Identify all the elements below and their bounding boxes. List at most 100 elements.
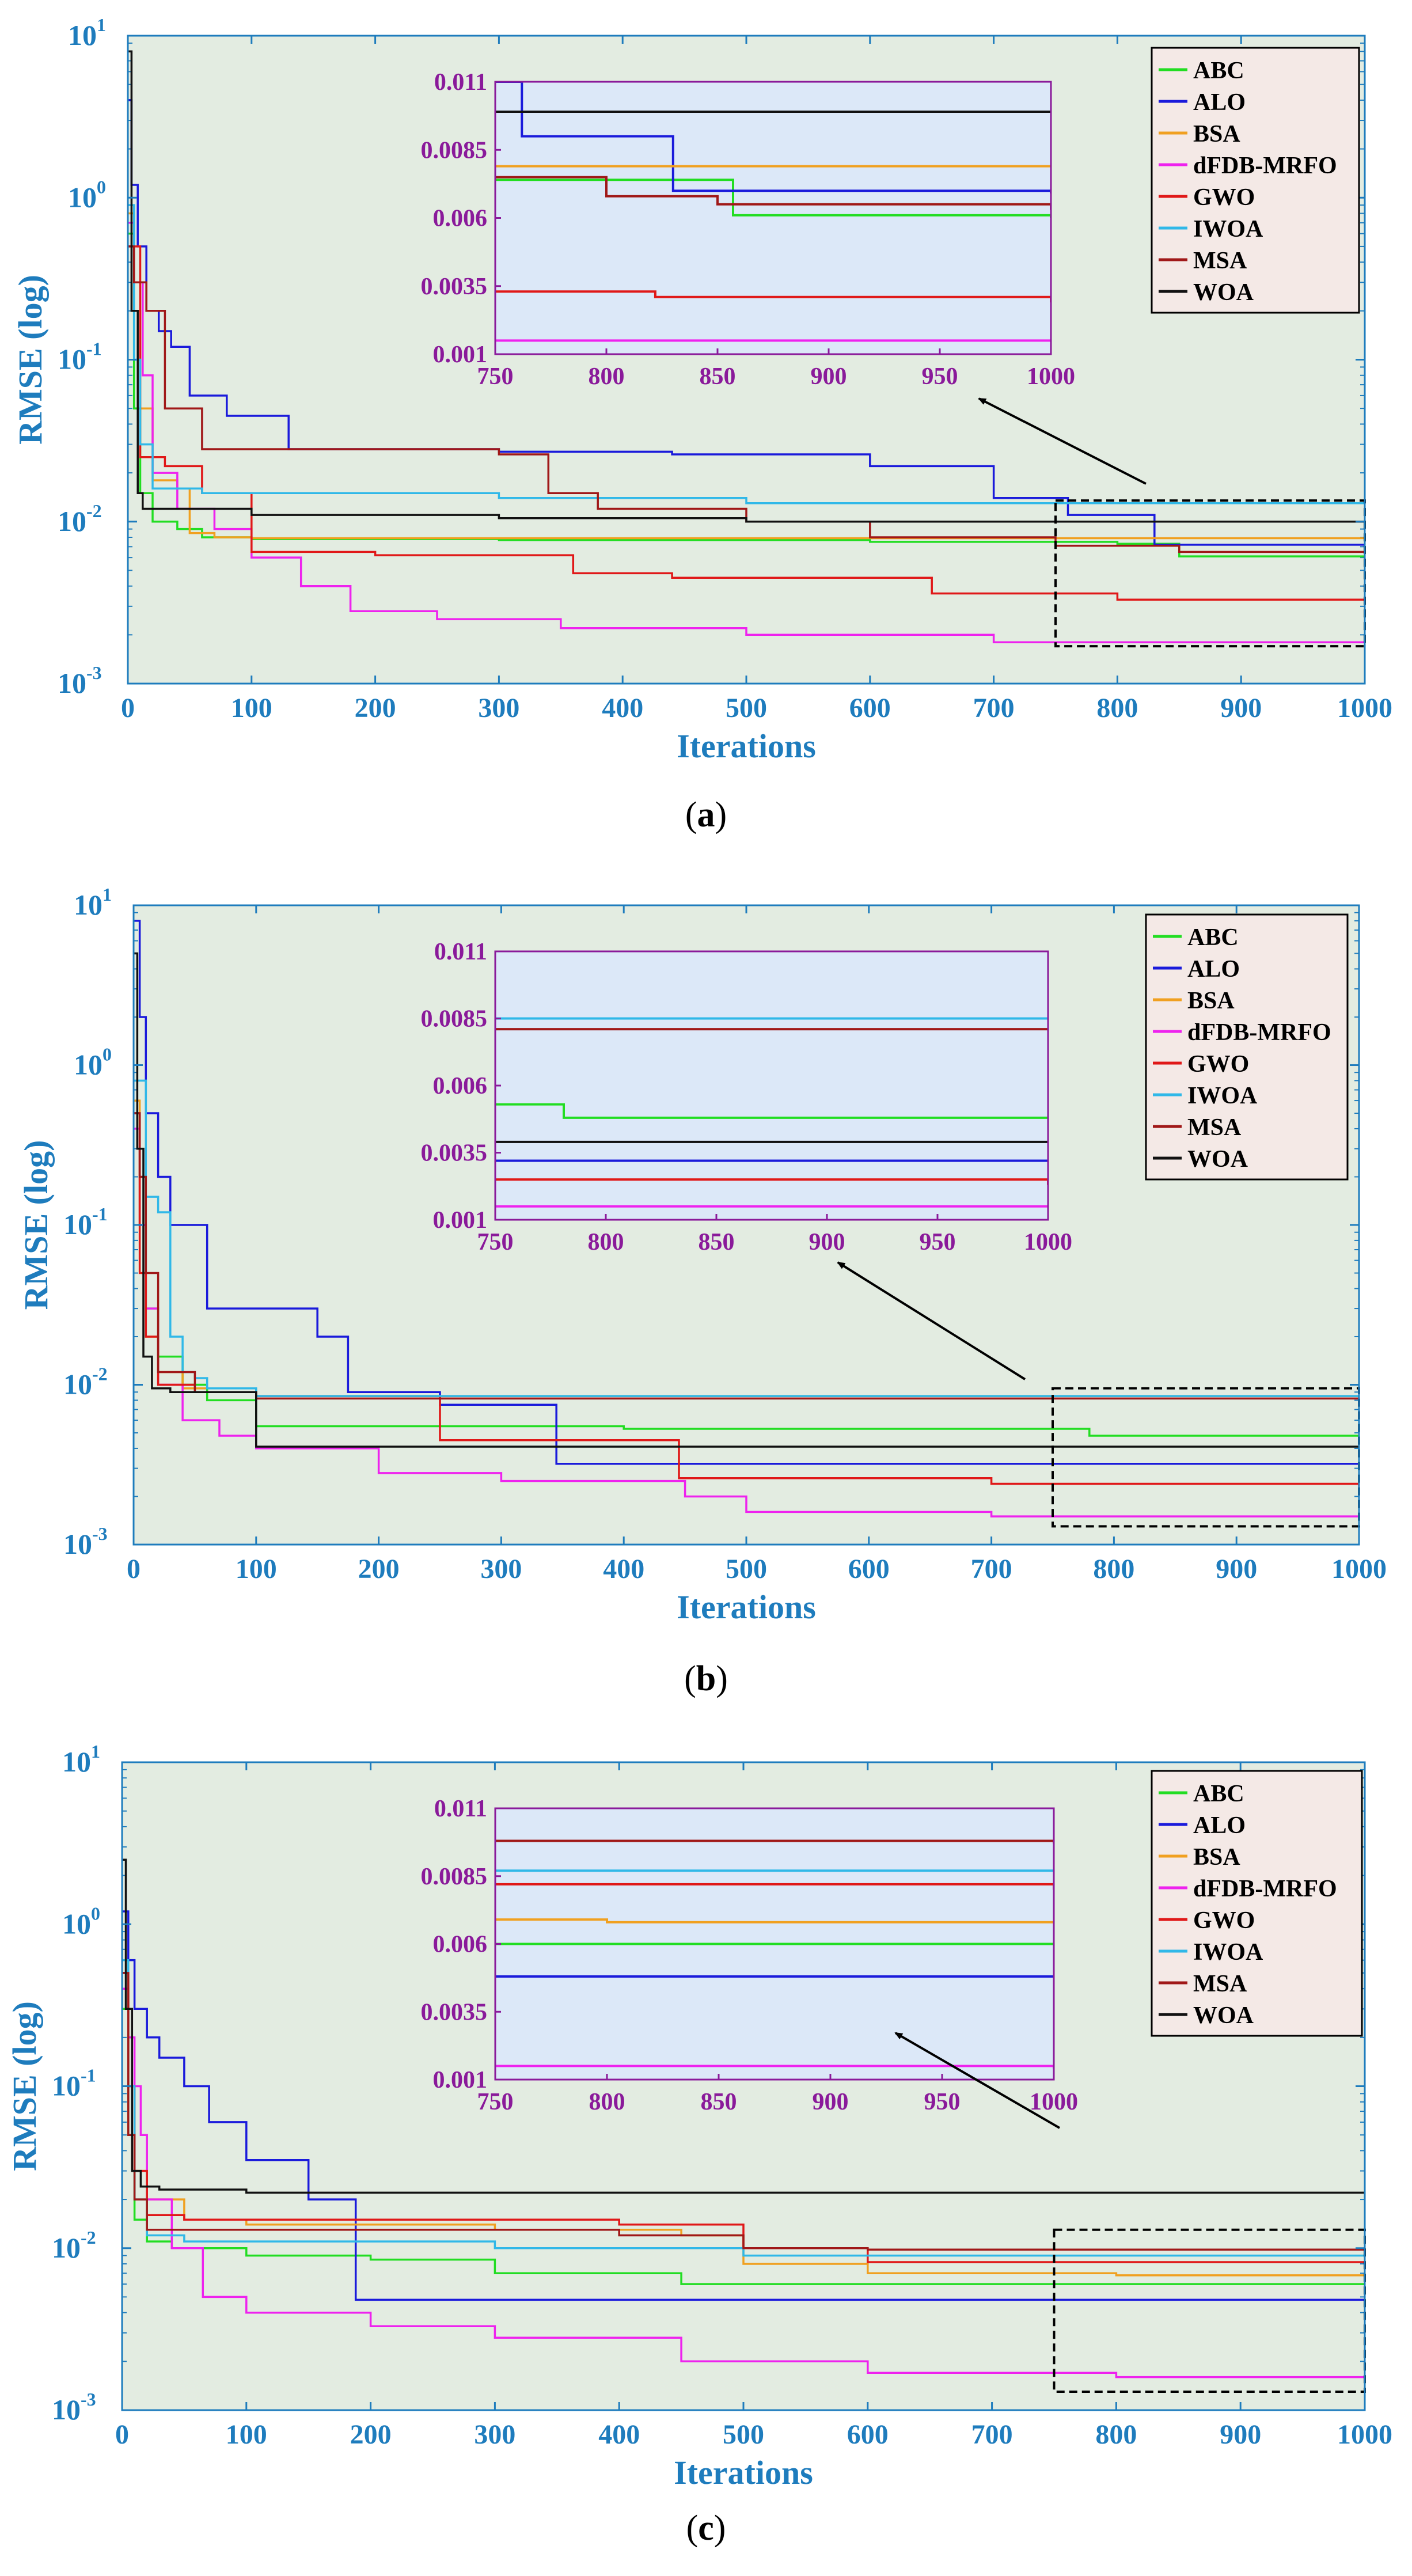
x-tick-label: 900 — [1220, 2419, 1261, 2450]
y-tick-exponent: -2 — [92, 1364, 108, 1384]
inset-plot-area — [495, 82, 1051, 354]
inset-y-tick-label: 0.006 — [433, 206, 488, 232]
y-tick-exponent: -1 — [81, 2065, 96, 2086]
y-tick-label: 10-3 — [52, 2389, 96, 2426]
legend-label-BSA: BSA — [1193, 121, 1240, 147]
x-tick-label: 800 — [1093, 1554, 1134, 1584]
inset-x-tick-label: 750 — [477, 1229, 514, 1255]
inset-plot-area — [495, 951, 1048, 1220]
x-tick-label: 0 — [121, 693, 135, 723]
series-line-WOA — [128, 50, 1365, 523]
inset-series-line-GWO — [495, 1883, 1054, 1890]
inset-x-tick-label: 900 — [811, 363, 847, 390]
y-tick-base: 10 — [62, 1907, 91, 1940]
inset-x-tick-label: 1000 — [1027, 363, 1075, 390]
y-tick-label: 101 — [62, 1741, 100, 1778]
legend-label-WOA: WOA — [1187, 1146, 1248, 1173]
y-tick-exponent: 1 — [97, 14, 106, 35]
inset-series-line-MSA — [495, 176, 1051, 210]
inset-y-tick-label: 0.001 — [433, 2067, 488, 2093]
y-axis-label: RMSE (log) — [17, 1140, 55, 1310]
legend: ABC ALO BSA dFDB-MRFO GWO IWOA MSA WOA — [1151, 1770, 1363, 2037]
inset-series-line-ALO — [495, 82, 1051, 194]
inset-x-tick-label: 950 — [920, 1229, 956, 1255]
y-tick-exponent: 0 — [97, 176, 106, 197]
inset-x-tick-label: 850 — [699, 1229, 735, 1255]
x-tick-label: 300 — [474, 2419, 515, 2450]
x-tick-label: 600 — [849, 693, 891, 723]
series-line-WOA — [122, 1858, 1365, 2194]
legend-label-GWO: GWO — [1193, 1907, 1255, 1934]
x-tick-label: 400 — [603, 1554, 644, 1584]
y-tick-label: 101 — [68, 14, 106, 51]
y-tick-label: 10-2 — [63, 1364, 108, 1401]
x-tick-label: 300 — [480, 1554, 522, 1584]
y-tick-base: 10 — [52, 2232, 81, 2264]
x-tick-label: 1000 — [1337, 693, 1392, 723]
y-tick-exponent: -1 — [86, 339, 102, 359]
panel-label: (b) — [684, 1659, 728, 1698]
y-tick-base: 10 — [58, 505, 86, 537]
x-tick-label: 400 — [598, 2419, 640, 2450]
legend-label-IWOA: IWOA — [1193, 1939, 1263, 1966]
x-tick-label: 1000 — [1337, 2419, 1392, 2450]
inset-series-line-MSA — [495, 1839, 1054, 1844]
x-tick-label: 100 — [226, 2419, 267, 2450]
inset-x-tick-label: 750 — [477, 363, 514, 390]
inset-series-group — [495, 1017, 1048, 1208]
inset-y-tick-label: 0.001 — [433, 1207, 488, 1234]
y-tick-label: 100 — [68, 176, 106, 213]
x-tick-label: 500 — [726, 1554, 767, 1584]
x-tick-label: 200 — [350, 2419, 392, 2450]
series-line-WOA — [134, 952, 1359, 1448]
y-tick-exponent: 1 — [91, 1741, 100, 1762]
inset-y-tick-label: 0.0035 — [421, 1140, 488, 1167]
zoom-arrow — [894, 2032, 1061, 2129]
inset-x-tick-label: 900 — [809, 1229, 845, 1255]
y-tick-base: 10 — [62, 1746, 91, 1778]
legend-label-ABC: ABC — [1193, 58, 1244, 84]
x-tick-label: 600 — [847, 2419, 889, 2450]
panel-label-close: ) — [714, 2509, 726, 2548]
x-tick-label: 800 — [1096, 693, 1138, 723]
legend-box — [1151, 1770, 1363, 2037]
y-tick-base: 10 — [58, 667, 86, 699]
inset-chart: 750 800 850 900 950 1000 0.011 0.0085 0.006 0.003… — [421, 939, 1073, 1255]
inset-y-tick-label: 0.0085 — [421, 1864, 488, 1890]
inset-x-tick-label: 1000 — [1024, 1229, 1072, 1255]
y-tick-exponent: -3 — [86, 662, 102, 683]
inset-series-line-BSA — [495, 1918, 1054, 1924]
x-tick-label: 300 — [478, 693, 519, 723]
x-axis-label: Iterations — [677, 727, 816, 765]
legend-label-MSA: MSA — [1193, 1971, 1247, 1997]
y-tick-exponent: -3 — [92, 1523, 108, 1544]
x-tick-label: 0 — [127, 1554, 141, 1584]
y-tick-exponent: -3 — [81, 2389, 96, 2410]
inset-y-tick-label: 0.011 — [434, 939, 487, 965]
y-tick-label: 100 — [74, 1044, 112, 1081]
x-tick-label: 500 — [726, 693, 767, 723]
panel-label-close: ) — [716, 1659, 728, 1698]
series-group — [134, 920, 1359, 1517]
inset-series-line-dFDB-MRFO — [495, 339, 1051, 342]
series-line-dFDB-MRFO — [128, 222, 1365, 643]
legend-label-ALO: ALO — [1187, 956, 1240, 982]
legend: ABC ALO BSA dFDB-MRFO GWO IWOA MSA WOA — [1145, 913, 1349, 1181]
inset-chart: 750 800 850 900 950 1000 0.011 0.0085 0.006 0.003… — [421, 1796, 1079, 2115]
legend-label-IWOA: IWOA — [1187, 1083, 1258, 1109]
inset-y-tick-label: 0.001 — [433, 342, 488, 368]
y-tick-base: 10 — [63, 1208, 92, 1240]
legend-label-dFDB-MRFO: dFDB-MRFO — [1187, 1019, 1331, 1046]
y-tick-exponent: -1 — [92, 1204, 108, 1224]
legend-label-GWO: GWO — [1187, 1051, 1249, 1078]
legend-label-ABC: ABC — [1187, 924, 1239, 951]
zoom-arrow — [978, 397, 1147, 485]
inset-x-tick-label: 850 — [700, 363, 736, 390]
x-tick-label: 100 — [236, 1554, 277, 1584]
y-tick-label: 10-1 — [52, 2065, 96, 2102]
x-axis-label: Iterations — [674, 2454, 813, 2491]
inset-y-tick-label: 0.0035 — [421, 1999, 488, 2025]
inset-y-tick-label: 0.0085 — [421, 137, 488, 164]
y-tick-exponent: 0 — [103, 1044, 112, 1065]
y-axis-label: RMSE (log) — [12, 275, 49, 445]
